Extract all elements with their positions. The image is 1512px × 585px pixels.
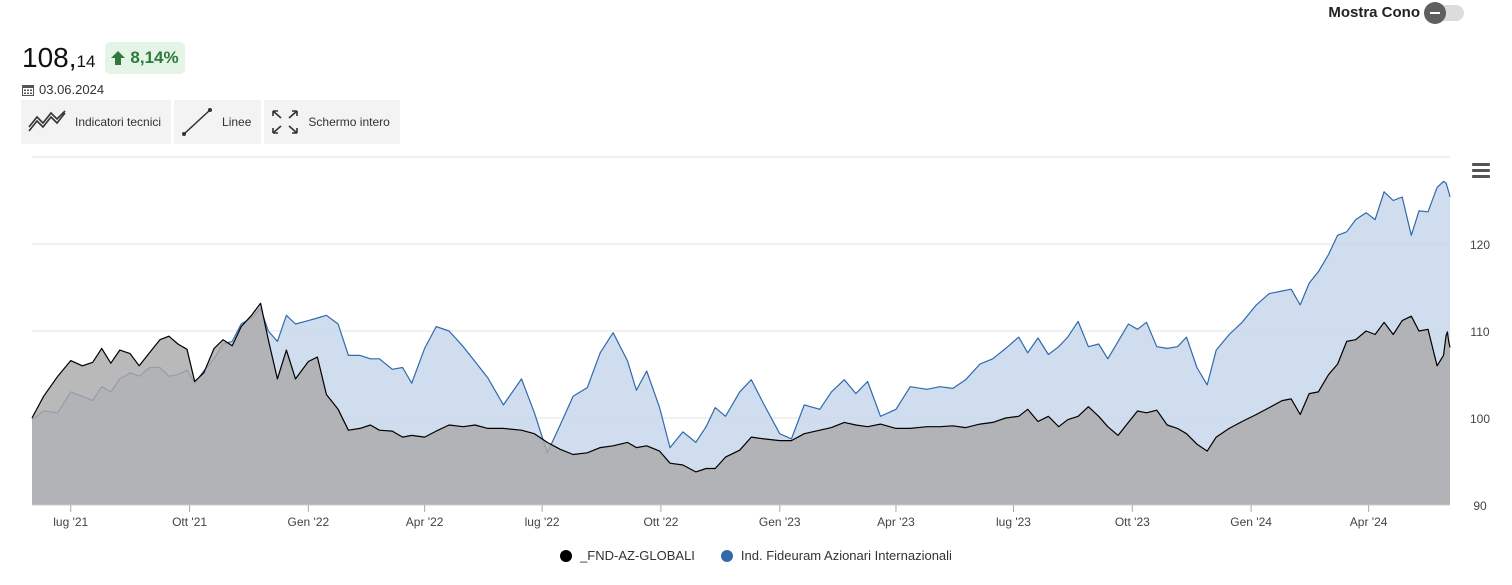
- price-decimal: 14: [76, 52, 96, 71]
- chart-legend: _FND-AZ-GLOBALI Ind. Fideuram Azionari I…: [0, 548, 1512, 563]
- legend-label-index: Ind. Fideuram Azionari Internazionali: [740, 548, 952, 563]
- fullscreen-label: Schermo intero: [308, 115, 390, 129]
- chart-menu-icon[interactable]: [1472, 163, 1490, 181]
- legend-marker-fund: [560, 549, 573, 562]
- cone-toggle-label: Mostra Cono: [1328, 4, 1420, 21]
- x-tick-label: Gen '23: [759, 515, 801, 529]
- lines-label: Linee: [222, 115, 252, 129]
- x-tick-label: lug '23: [996, 515, 1031, 529]
- arrow-up-icon: [111, 51, 126, 65]
- cone-toggle-switch[interactable]: [1424, 1, 1464, 24]
- price-block: 108, 14 8,14%: [22, 42, 185, 74]
- x-tick-label: Apr '22: [406, 515, 444, 529]
- legend-item-index[interactable]: Ind. Fideuram Azionari Internazionali: [720, 548, 952, 563]
- change-badge: 8,14%: [105, 42, 185, 74]
- x-tick-label: Ott '22: [643, 515, 678, 529]
- x-tick-label: lug '21: [53, 515, 88, 529]
- fullscreen-button[interactable]: Schermo intero: [264, 100, 400, 144]
- y-tick-label: 120: [1470, 238, 1490, 252]
- y-tick-label: 90: [1473, 499, 1487, 513]
- x-tick-label: Ott '21: [172, 515, 207, 529]
- y-tick-label: 110: [1470, 325, 1489, 339]
- y-tick-label: 100: [1470, 412, 1490, 426]
- lines-button[interactable]: Linee: [174, 100, 262, 144]
- x-tick-label: Gen '22: [288, 515, 330, 529]
- legend-label-fund: _FND-AZ-GLOBALI: [580, 548, 695, 563]
- chart-toolbar: Indicatori tecnici Linee Schermo intero: [21, 100, 400, 144]
- indicators-icon: [28, 110, 66, 132]
- fund-area: [32, 303, 1450, 505]
- technical-indicators-button[interactable]: Indicatori tecnici: [21, 100, 172, 144]
- fullscreen-icon: [272, 110, 299, 134]
- change-value: 8,14%: [130, 48, 179, 67]
- legend-marker-index: [720, 549, 733, 562]
- x-tick-label: Gen '24: [1230, 515, 1272, 529]
- toggle-knob: [1424, 1, 1446, 24]
- x-tick-label: Ott '23: [1115, 515, 1150, 529]
- x-tick-label: Apr '24: [1350, 515, 1388, 529]
- calendar-icon: [22, 84, 34, 96]
- line-tool-icon: [182, 108, 213, 136]
- date-row: 03.06.2024: [22, 82, 104, 97]
- legend-item-fund[interactable]: _FND-AZ-GLOBALI: [560, 548, 695, 563]
- technical-indicators-label: Indicatori tecnici: [75, 115, 162, 129]
- price-integer: 108,: [22, 42, 77, 73]
- cone-toggle-control: Mostra Cono: [1328, 1, 1464, 24]
- fund-line: [31, 302, 1451, 473]
- date-value: 03.06.2024: [39, 82, 105, 97]
- x-tick-label: lug '22: [525, 515, 560, 529]
- x-tick-label: Apr '23: [877, 515, 915, 529]
